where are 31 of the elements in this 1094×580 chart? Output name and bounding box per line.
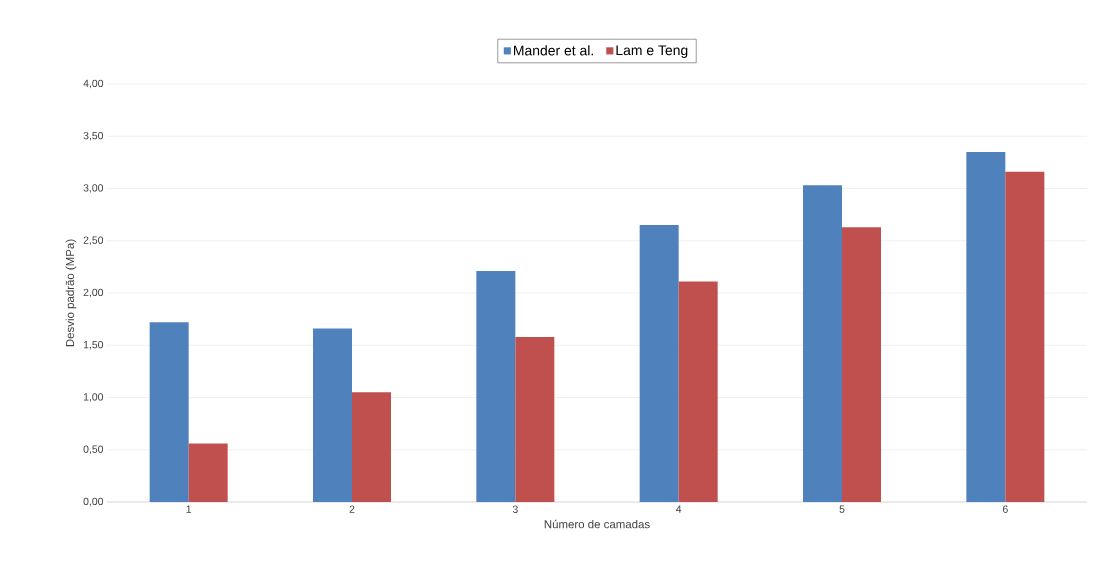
y-tick-label: 2,00	[83, 288, 104, 298]
bar	[352, 392, 391, 502]
bar	[639, 225, 679, 502]
bar	[678, 281, 718, 502]
x-tick-label: 1	[186, 505, 192, 513]
y-tick-label: 3,00	[83, 184, 104, 193]
x-tick-label: 3	[512, 505, 518, 513]
y-axis-title: Desvio padrão (MPa)	[65, 239, 77, 347]
bar	[842, 227, 882, 502]
x-tick-label: 5	[839, 505, 845, 513]
x-tick-label: 6	[1002, 505, 1008, 513]
y-tick-label: 0,50	[83, 445, 104, 455]
y-tick-label: 4,00	[83, 79, 104, 89]
bar	[313, 328, 352, 502]
bar	[803, 185, 843, 502]
bar	[966, 151, 1006, 502]
y-tick-label: 1,00	[83, 393, 104, 402]
y-tick-label: 1,50	[83, 340, 104, 350]
x-tick-label: 4	[676, 505, 682, 513]
y-tick-label: 0,00	[83, 497, 104, 507]
y-tick-label: 2,50	[83, 236, 104, 246]
bar	[515, 336, 555, 502]
x-axis-title: Número de camadas	[544, 519, 650, 529]
x-tick-label: 2	[349, 505, 355, 513]
legend-label: Mander et al.	[514, 45, 593, 56]
bar	[188, 443, 228, 502]
y-tick-label: 3,50	[83, 131, 104, 141]
bar	[149, 322, 189, 502]
bar	[476, 271, 516, 502]
legend-label: Lam e Teng	[616, 45, 688, 58]
bar	[1005, 171, 1045, 502]
